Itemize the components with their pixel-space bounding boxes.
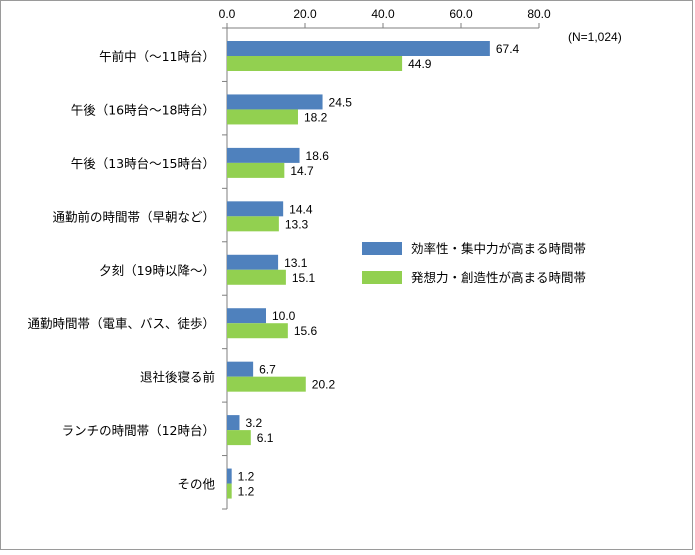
category-label: 夕刻（19時以降～） bbox=[99, 263, 215, 278]
bar-value-label: 6.7 bbox=[259, 363, 276, 377]
bar-efficiency bbox=[227, 201, 284, 217]
legend-swatch-creativity bbox=[362, 271, 402, 284]
bar-value-label: 18.2 bbox=[304, 110, 328, 124]
legend-swatch-efficiency bbox=[362, 242, 402, 255]
bar-value-label: 6.1 bbox=[257, 431, 274, 445]
bar-value-label: 15.1 bbox=[292, 271, 316, 285]
bar-creativity bbox=[227, 323, 288, 339]
category-label: ランチの時間帯（12時台） bbox=[62, 423, 215, 438]
x-tick-label: 60.0 bbox=[449, 7, 473, 21]
bar-value-label: 67.4 bbox=[496, 42, 520, 56]
bar-value-label: 14.7 bbox=[290, 164, 314, 178]
category-label: 午後（16時台～18時台） bbox=[71, 102, 215, 117]
bars: 67.4 44.9 24.518.2 18.614.7 14.413.3 13.115.1… bbox=[227, 41, 520, 499]
legend-label: 発想力・創造性が高まる時間帯 bbox=[411, 270, 586, 285]
bar-value-label: 44.9 bbox=[408, 57, 432, 71]
bar-efficiency bbox=[227, 415, 240, 431]
bar-creativity bbox=[227, 269, 286, 285]
bar-value-label: 20.2 bbox=[312, 378, 336, 392]
category-labels: 午前中（～11時台） 午後（16時台～18時台） 午後（13時台～15時台） 通勤前の… bbox=[27, 49, 215, 492]
category-label: 午前中（～11時台） bbox=[99, 49, 215, 64]
bar-creativity bbox=[227, 483, 232, 499]
bar-efficiency bbox=[227, 147, 300, 163]
bar-efficiency bbox=[227, 254, 279, 270]
bar-value-label: 24.5 bbox=[329, 95, 353, 109]
x-tick-label: 80.0 bbox=[527, 7, 551, 21]
x-tick-label: 0.0 bbox=[219, 7, 236, 21]
bar-value-label: 14.4 bbox=[289, 202, 313, 216]
bar-efficiency bbox=[227, 41, 490, 56]
bar-efficiency bbox=[227, 468, 232, 484]
bar-value-label: 1.2 bbox=[238, 470, 255, 484]
bar-creativity bbox=[227, 162, 285, 178]
bar-value-label: 13.3 bbox=[285, 217, 309, 231]
bar-value-label: 15.6 bbox=[294, 324, 318, 338]
bar-efficiency bbox=[227, 94, 323, 110]
category-label: 通勤前の時間帯（早朝など） bbox=[52, 209, 215, 224]
bar-value-label: 3.2 bbox=[245, 416, 262, 430]
bar-value-label: 18.6 bbox=[306, 149, 330, 163]
bar-efficiency bbox=[227, 308, 266, 324]
bar-creativity bbox=[227, 430, 251, 446]
x-tick-label: 40.0 bbox=[371, 7, 395, 21]
bar-efficiency bbox=[227, 361, 254, 377]
bar-creativity bbox=[227, 376, 306, 392]
x-tick-label: 20.0 bbox=[293, 7, 317, 21]
category-label: その他 bbox=[177, 477, 215, 492]
category-label: 通勤時間帯（電車、バス、徒歩） bbox=[27, 316, 215, 331]
bar-creativity bbox=[227, 216, 279, 232]
bar-value-label: 13.1 bbox=[284, 256, 308, 270]
category-label: 午後（13時台～15時台） bbox=[71, 156, 215, 171]
legend-label: 効率性・集中力が高まる時間帯 bbox=[411, 241, 586, 256]
category-label: 退社後寝る前 bbox=[140, 370, 215, 385]
bar-creativity bbox=[227, 56, 403, 71]
sample-size-note: (N=1,024) bbox=[568, 30, 622, 44]
bar-creativity bbox=[227, 109, 298, 125]
bar-value-label: 10.0 bbox=[272, 309, 296, 323]
bar-value-label: 1.2 bbox=[238, 485, 255, 499]
